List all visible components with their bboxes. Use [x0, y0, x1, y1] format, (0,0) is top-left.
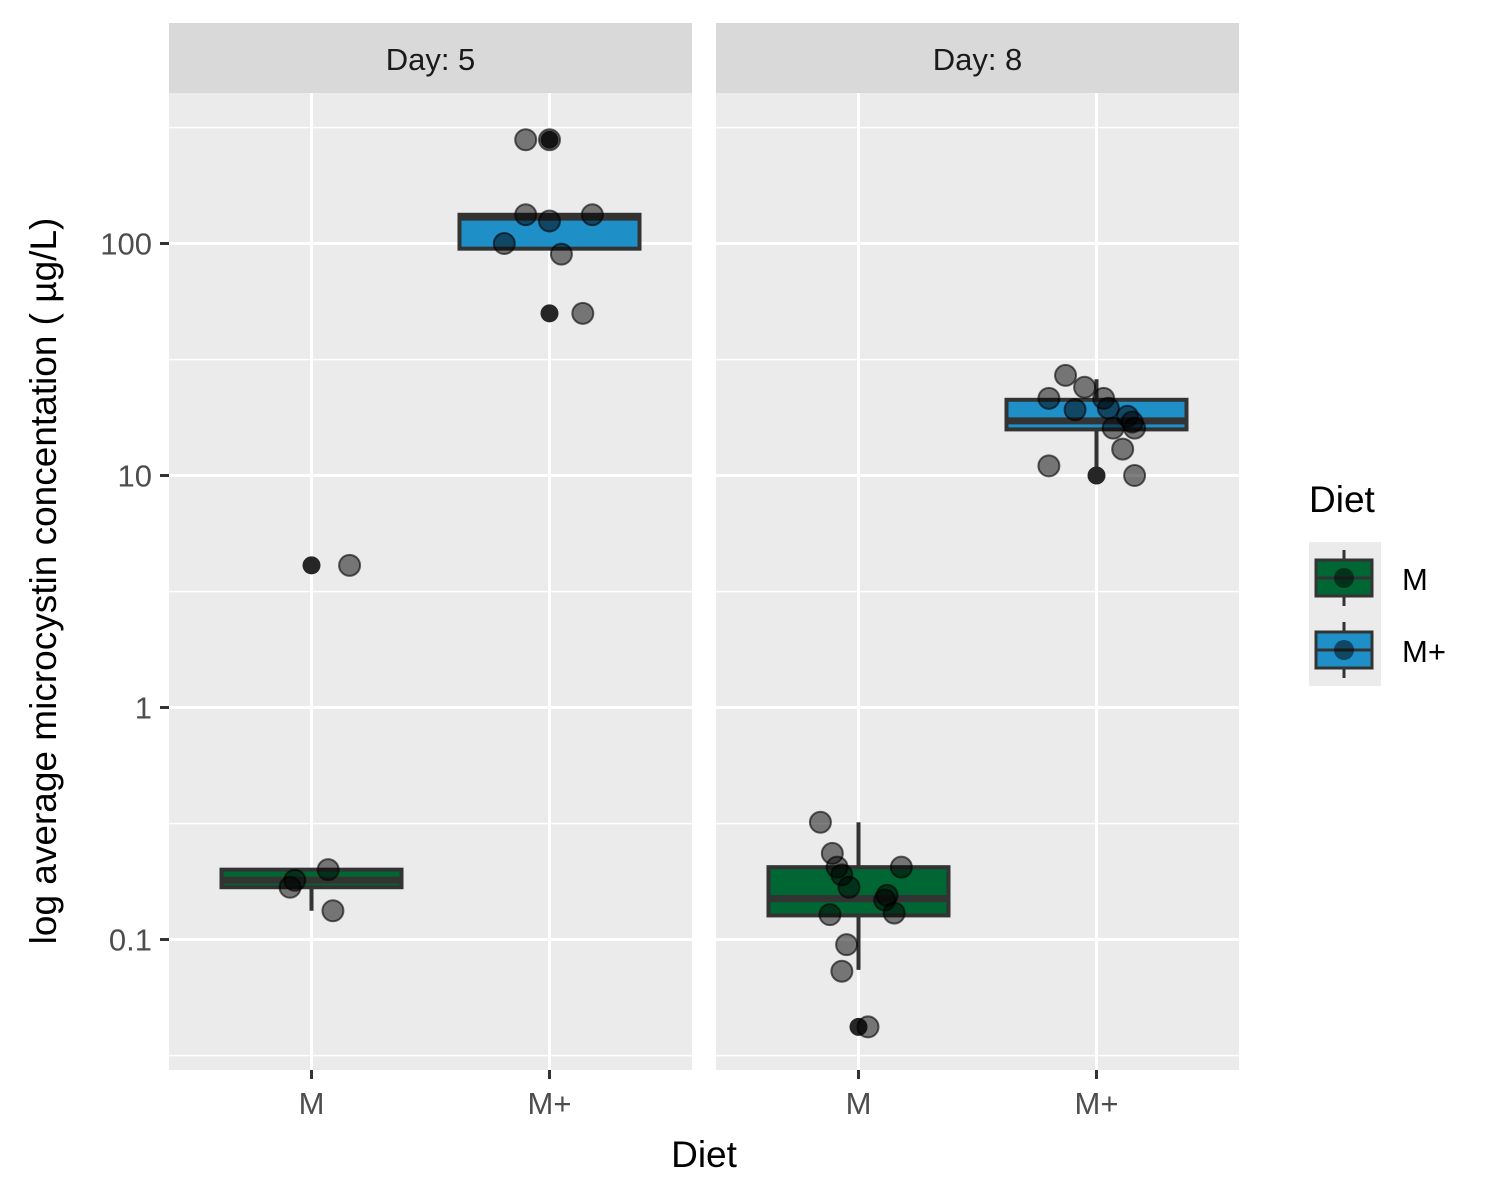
data-point	[538, 128, 561, 152]
x-axis-title: Diet	[671, 1134, 738, 1175]
y-tick-label: 1	[135, 691, 152, 726]
legend-point	[1334, 568, 1354, 588]
data-point	[514, 128, 538, 152]
panel-background	[716, 93, 1239, 1070]
legend-label: M+	[1402, 634, 1446, 669]
x-tick-label: M+	[528, 1086, 572, 1121]
legend-key: M+	[1314, 622, 1446, 678]
data-point	[571, 301, 595, 325]
data-point	[549, 242, 573, 266]
facet-panels: Day: 5 Day: 8	[169, 23, 1239, 1070]
data-point	[492, 232, 516, 255]
data-point	[514, 203, 538, 227]
data-point	[316, 858, 340, 882]
data-point	[830, 959, 854, 983]
y-tick-label: 100	[100, 227, 152, 262]
data-point	[856, 1015, 880, 1039]
outlier-point	[302, 556, 321, 575]
data-point	[1054, 363, 1078, 387]
y-tick-label: 10	[118, 459, 152, 494]
data-point	[338, 553, 362, 577]
data-point	[1037, 454, 1061, 478]
outlier-point	[1087, 466, 1106, 485]
data-point	[283, 868, 307, 892]
y-axis-title: log average microcystin concentation ( µ…	[23, 218, 64, 945]
data-point	[1073, 375, 1097, 399]
x-tick-label: M+	[1075, 1086, 1119, 1121]
x-tick-label: M	[846, 1086, 872, 1121]
legend-label: M	[1402, 562, 1428, 597]
box-group	[766, 810, 951, 1039]
data-point	[538, 209, 561, 233]
legend-keys: M M+	[1309, 542, 1446, 686]
data-point	[808, 810, 832, 834]
legend-key: M	[1314, 550, 1428, 606]
legend: Diet M M+	[1309, 479, 1446, 686]
legend-title: Diet	[1309, 479, 1376, 520]
data-point	[818, 903, 842, 927]
facet-strip-label: Day: 5	[386, 42, 476, 77]
x-axis: M M+ M M+	[299, 1070, 1119, 1121]
box-group	[1004, 363, 1189, 487]
facet-panel: Day: 8	[716, 23, 1239, 1070]
data-point	[580, 203, 604, 227]
data-point	[1123, 464, 1147, 487]
box-group	[219, 553, 404, 923]
facet-strip-label: Day: 8	[933, 42, 1023, 77]
facet-strip	[169, 23, 692, 93]
y-tick-label: 0.1	[109, 923, 152, 958]
data-point	[1037, 386, 1061, 410]
data-point	[882, 901, 906, 925]
data-point	[837, 875, 861, 899]
facet-panel: Day: 5	[169, 23, 692, 1070]
box-group	[457, 128, 642, 325]
facet-strip	[716, 23, 1239, 93]
data-point	[835, 933, 859, 957]
y-axis: 0.1 1 10 100	[100, 227, 169, 958]
data-point	[889, 855, 913, 879]
data-point	[1096, 396, 1120, 420]
data-point	[321, 899, 345, 923]
panel-background	[169, 93, 692, 1070]
data-point	[1101, 416, 1125, 440]
legend-point	[1334, 640, 1354, 660]
data-point	[1063, 398, 1087, 422]
x-tick-label: M	[299, 1086, 325, 1121]
data-point	[1111, 437, 1135, 461]
data-point	[1123, 416, 1147, 440]
outlier-point	[540, 304, 559, 323]
